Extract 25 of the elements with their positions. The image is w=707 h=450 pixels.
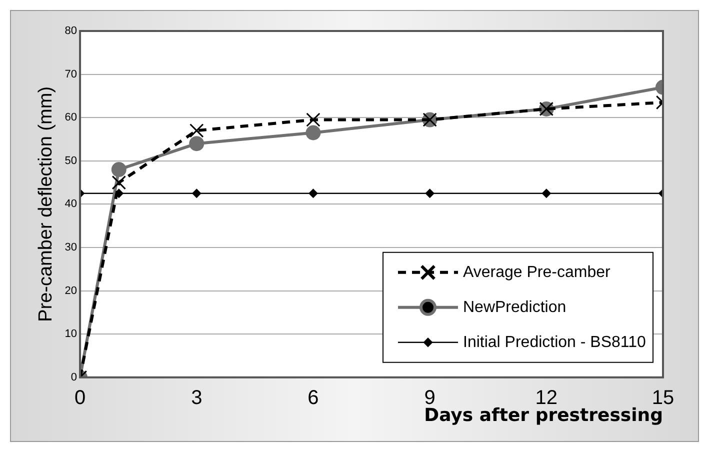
- y-tick-label: 70: [64, 68, 78, 80]
- point: [192, 188, 202, 198]
- legend-label: Initial Prediction - BS8110: [463, 334, 646, 351]
- point: [425, 188, 434, 198]
- y-tick-label: 30: [64, 242, 78, 254]
- legend-label: NewPrediction: [463, 298, 566, 316]
- point: [542, 188, 551, 198]
- y-axis-title: Pre-camber deflection (mm): [36, 86, 57, 322]
- y-tick-label: 60: [64, 112, 78, 124]
- x-tick-label: 6: [308, 386, 319, 409]
- point: [308, 188, 318, 198]
- y-tick-label: 10: [64, 328, 78, 340]
- x-tick-label: 3: [191, 386, 202, 409]
- y-tick-label: 20: [64, 284, 78, 297]
- y-tick-label: 0: [70, 371, 78, 384]
- point: [112, 175, 126, 190]
- legend-label: Average Pre-camber: [463, 264, 611, 281]
- point: [111, 162, 126, 178]
- point: [306, 112, 320, 127]
- point: [189, 136, 204, 152]
- point: [190, 123, 204, 138]
- y-tick-label: 40: [64, 198, 78, 210]
- y-tick-label: 50: [64, 154, 78, 167]
- point: [306, 125, 321, 140]
- y-tick-label: 80: [64, 25, 78, 38]
